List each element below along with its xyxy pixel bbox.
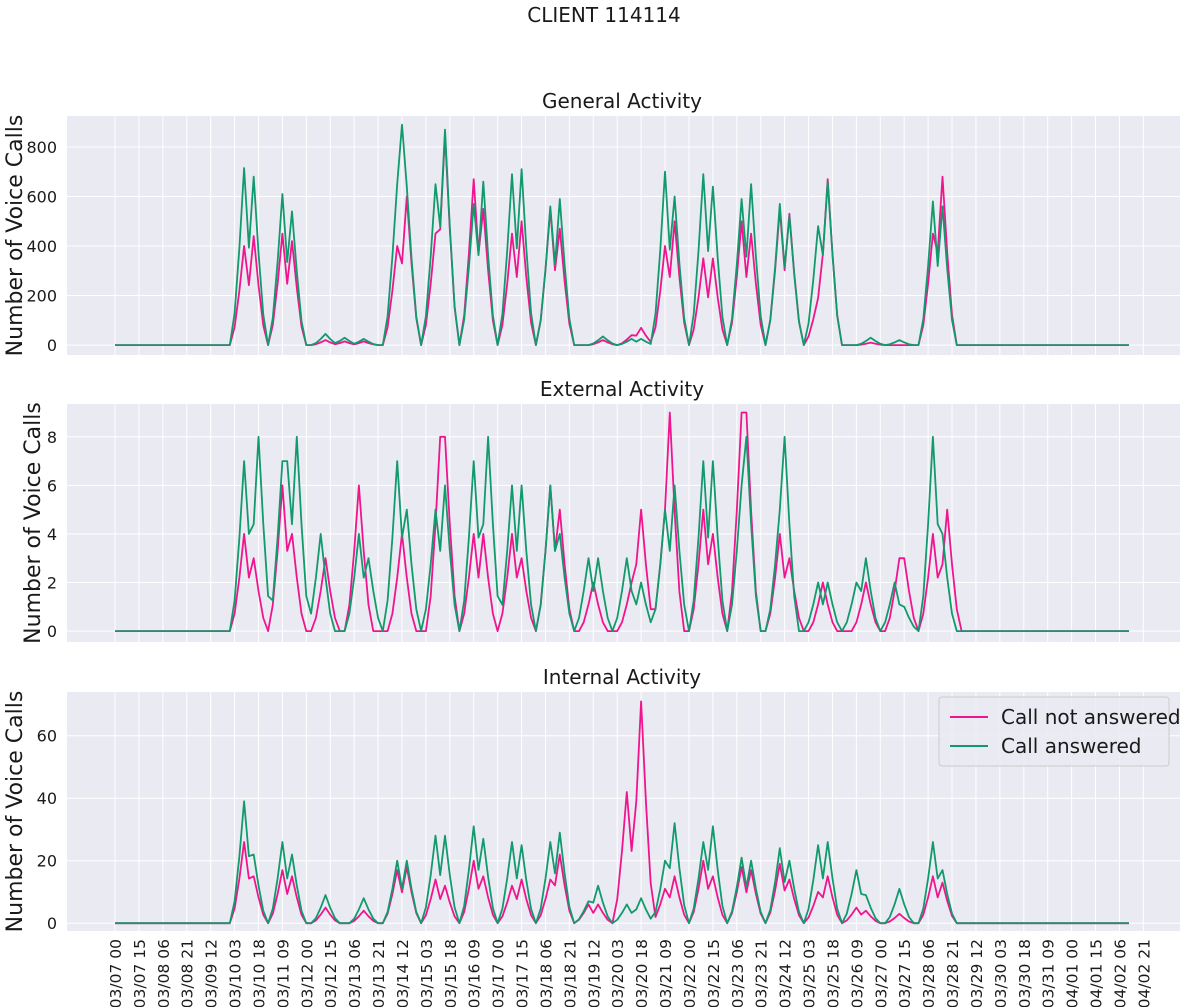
x-tick-label: 03/12 00 — [298, 939, 316, 1007]
y-axis-label: Number of Voice Calls — [3, 115, 28, 357]
y-axis-label: Number of Voice Calls — [21, 402, 46, 644]
series-lines — [115, 123, 1129, 347]
x-tick-label: 03/18 06 — [537, 939, 555, 1007]
y-tick-label: 20 — [37, 852, 57, 871]
x-tick-label: 03/22 00 — [681, 939, 699, 1007]
legend: Call not answered Call answered — [938, 696, 1181, 767]
y-tick-label: 600 — [26, 187, 57, 206]
y-tick-label: 4 — [47, 525, 57, 544]
x-tick-label: 03/28 21 — [944, 939, 962, 1007]
x-tick-label: 03/15 18 — [442, 939, 460, 1007]
panel-title: Internal Activity — [543, 665, 701, 689]
x-tick-label: 03/26 09 — [848, 939, 866, 1007]
x-tick-label: 03/30 18 — [1016, 939, 1034, 1007]
panel-title: General Activity — [542, 89, 702, 113]
x-tick-label: 03/22 15 — [705, 939, 723, 1007]
series-line-call-answered — [115, 800, 1129, 925]
series-line-call-answered — [115, 435, 1129, 632]
x-tick-label: 03/27 00 — [872, 939, 890, 1007]
y-tick-label: 800 — [26, 138, 57, 157]
series-lines — [115, 700, 1129, 925]
x-tick-label: 03/23 06 — [729, 939, 747, 1007]
x-tick-label: 03/17 00 — [490, 939, 508, 1007]
x-tick-label: 03/13 06 — [346, 939, 364, 1007]
x-tick-label: 03/16 09 — [466, 939, 484, 1007]
general-activity-panel: 0 200 400 600 800 General Activity Number of… — [3, 89, 1180, 356]
x-tick-label: 03/13 21 — [370, 939, 388, 1007]
y-tick-labels: 0 200 400 600 800 — [26, 138, 57, 355]
x-tick-label: 03/19 12 — [585, 939, 603, 1007]
y-tick-label: 200 — [26, 287, 57, 306]
y-tick-label: 6 — [47, 476, 57, 495]
legend-box — [938, 696, 1170, 767]
x-tick-label: 03/23 21 — [753, 939, 771, 1007]
internal-activity-panel: 0 20 40 60 Internal Activity Number of Voic… — [3, 665, 1180, 933]
external-activity-panel: 0 2 4 6 8 External Activity Number of Voice … — [21, 377, 1180, 644]
x-tick-label: 03/11 09 — [274, 939, 292, 1007]
x-tick-label: 04/01 00 — [1064, 939, 1082, 1007]
y-tick-label: 40 — [37, 789, 57, 808]
x-tick-label: 03/10 03 — [227, 939, 245, 1007]
x-tick-label: 03/24 12 — [777, 939, 795, 1007]
plot-area — [67, 404, 1180, 642]
y-axis-label: Number of Voice Calls — [3, 691, 28, 933]
legend-label-answered: Call answered — [1001, 734, 1142, 758]
series-line-call-answered — [115, 123, 1129, 347]
y-tick-label: 0 — [47, 914, 57, 933]
x-tick-label: 03/08 06 — [155, 939, 173, 1007]
x-tick-label: 03/09 12 — [203, 939, 221, 1007]
x-tick-label: 03/15 03 — [418, 939, 436, 1007]
figure-title: CLIENT 114114 — [527, 3, 681, 27]
y-tick-label: 0 — [47, 622, 57, 641]
x-tick-label: 03/08 21 — [179, 939, 197, 1007]
x-tick-labels: 03/07 00 03/07 15 03/08 06 03/08 21 03/09 12… — [107, 939, 1153, 1007]
y-tick-label: 2 — [47, 574, 57, 593]
x-tick-label: 03/12 15 — [322, 939, 340, 1007]
x-tick-label: 03/07 00 — [107, 939, 125, 1007]
x-tick-label: 03/20 03 — [609, 939, 627, 1007]
legend-label-not-answered: Call not answered — [1001, 705, 1181, 729]
x-tick-label: 03/29 12 — [968, 939, 986, 1007]
x-tick-label: 03/27 15 — [896, 939, 914, 1007]
x-tick-label: 03/28 06 — [920, 939, 938, 1007]
series-lines — [115, 411, 1129, 632]
x-tick-label: 03/07 15 — [131, 939, 149, 1007]
x-tick-label: 04/01 15 — [1088, 939, 1106, 1007]
y-tick-label: 8 — [47, 428, 57, 447]
plot-area — [67, 116, 1180, 355]
x-tick-label: 03/30 03 — [992, 939, 1010, 1007]
y-tick-labels: 0 2 4 6 8 — [47, 428, 57, 641]
x-tick-label: 03/25 03 — [801, 939, 819, 1007]
x-tick-label: 04/02 21 — [1135, 939, 1153, 1007]
x-tick-label: 03/21 09 — [657, 939, 675, 1007]
x-tick-label: 03/18 21 — [561, 939, 579, 1007]
x-tick-label: 04/02 06 — [1111, 939, 1129, 1007]
x-tick-label: 03/31 09 — [1040, 939, 1058, 1007]
series-line-call-not-answered — [115, 411, 1129, 632]
x-tick-label: 03/25 18 — [824, 939, 842, 1007]
x-tick-label: 03/17 15 — [514, 939, 532, 1007]
x-tick-label: 03/10 18 — [250, 939, 268, 1007]
y-tick-label: 0 — [47, 336, 57, 355]
y-tick-labels: 0 20 40 60 — [37, 727, 57, 933]
x-tick-label: 03/14 12 — [394, 939, 412, 1007]
panel-title: External Activity — [540, 377, 704, 401]
y-tick-label: 400 — [26, 237, 57, 256]
x-tick-label: 03/20 18 — [633, 939, 651, 1007]
y-tick-label: 60 — [37, 727, 57, 746]
